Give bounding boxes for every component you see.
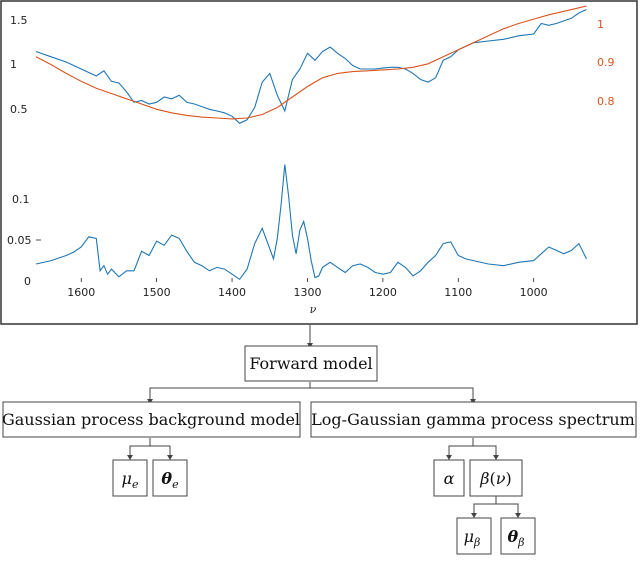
edge-gp-mu	[129, 438, 151, 458]
x-axis-label: ν	[310, 303, 317, 316]
bottom-series-0	[35, 164, 587, 281]
top-left-tick-label: 1	[10, 58, 17, 71]
node-theta-e: θe	[152, 459, 188, 497]
top-left-tick-label: 1.5	[10, 14, 28, 27]
edge-gp-theta	[150, 445, 171, 458]
node-alpha: α	[433, 459, 465, 497]
edge-beta-theta	[496, 503, 519, 516]
bottom-y-tick-label: 0.1	[12, 193, 30, 206]
x-tick-label: 1500	[143, 286, 171, 299]
top-right-tick-label: 0.8	[597, 95, 615, 108]
arrowhead	[493, 455, 499, 460]
svg-text:Forward model: Forward model	[249, 354, 372, 373]
top-left-tick-label: 0.5	[10, 103, 28, 116]
svg-text:β(ν): β(ν)	[479, 469, 511, 488]
x-tick-label: 1200	[369, 286, 397, 299]
top-right-tick-label: 0.9	[597, 56, 615, 69]
arrowhead	[471, 513, 477, 518]
top-series-0	[35, 9, 587, 124]
x-tick-label: 1100	[444, 286, 472, 299]
node-mu-beta: μβ	[456, 517, 492, 555]
node-beta-nu: β(ν)	[469, 459, 523, 497]
arrowhead	[515, 513, 521, 518]
x-tick-label: 1600	[67, 286, 95, 299]
edge-forward-gp	[149, 382, 311, 402]
node-gp-background: Gaussian process background model	[2, 401, 301, 438]
bottom-y-tick-label: 0	[24, 275, 31, 288]
node-mu-e: μe	[112, 459, 148, 497]
bottom-y-tick-label: 0.05	[7, 234, 32, 247]
x-tick-label: 1000	[520, 286, 548, 299]
arrowhead	[446, 455, 452, 460]
edge-lggp-alpha	[448, 438, 474, 458]
diagram-edges	[127, 325, 521, 518]
svg-text:Log-Gaussian gamma process spe: Log-Gaussian gamma process spectrum	[311, 410, 635, 429]
x-tick-label: 1300	[293, 286, 321, 299]
arrowhead	[127, 455, 133, 460]
top-series-1	[35, 5, 587, 120]
top-right-tick-label: 1	[597, 18, 604, 31]
chart-layer: 1.5 1 0.5 1 0.9 0.8 1600 1500 1400 1300 1200 1100 10…	[7, 5, 615, 299]
svg-text:Gaussian process background mo: Gaussian process background model	[2, 410, 300, 429]
node-forward-model: Forward model	[244, 345, 378, 382]
node-theta-beta: θβ	[500, 517, 536, 555]
arrowhead	[167, 455, 173, 460]
edge-beta-mu	[473, 496, 497, 516]
svg-text:α: α	[444, 469, 455, 488]
edge-lggp-beta	[473, 445, 497, 458]
edge-forward-lggp	[310, 387, 474, 402]
node-lggp-spectrum: Log-Gaussian gamma process spectrum	[310, 401, 637, 438]
x-tick-label: 1400	[218, 286, 246, 299]
